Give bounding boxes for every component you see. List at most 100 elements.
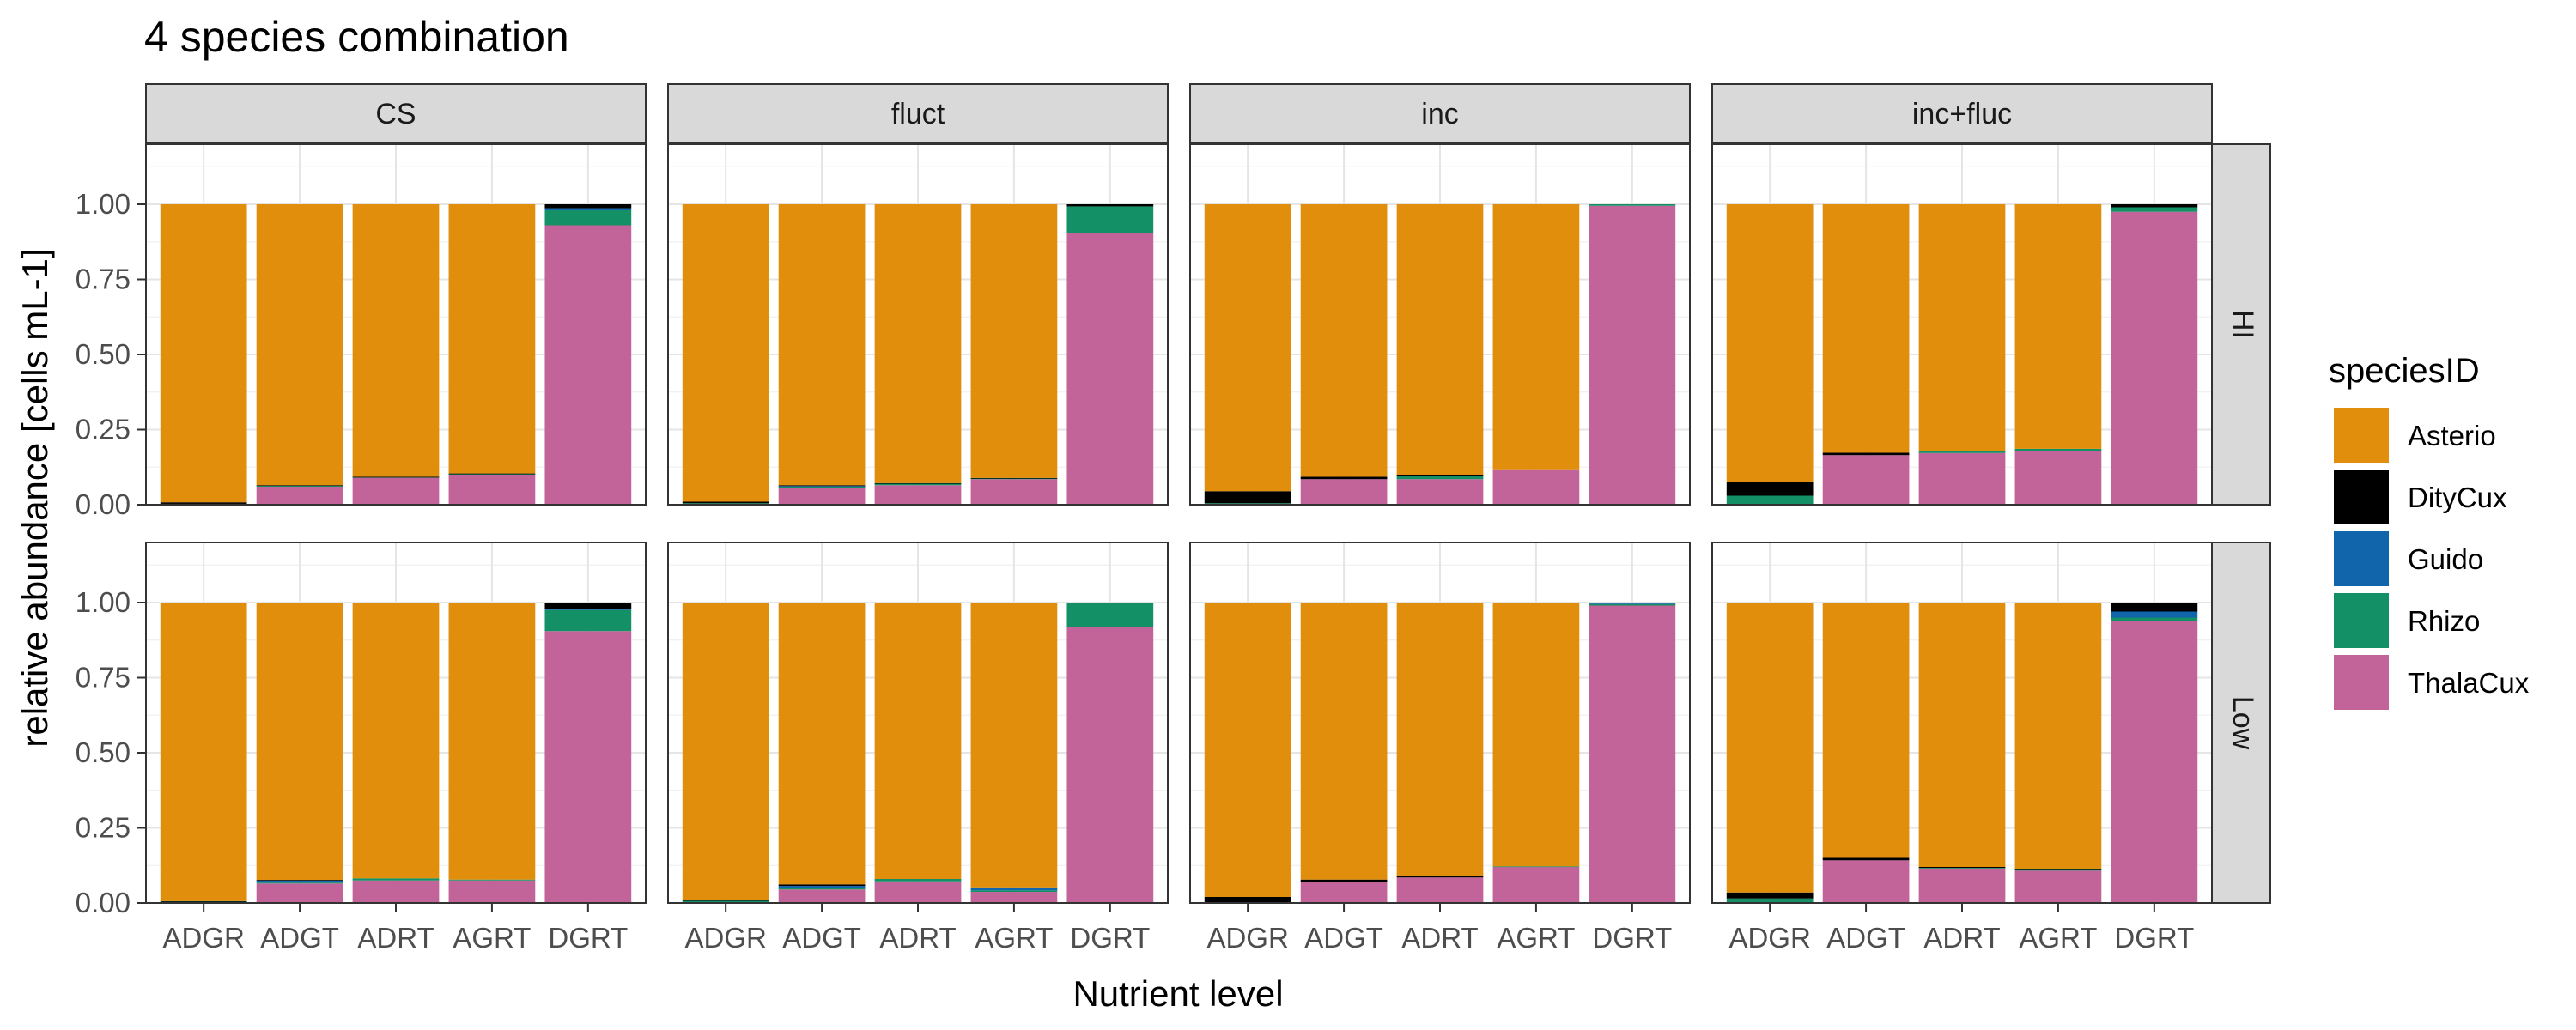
bar-segment-thalacux (778, 488, 866, 505)
bar-segment-ditycux (1822, 857, 1910, 861)
x-tick-label: DGRT (548, 922, 628, 954)
bar-segment-asterio (778, 204, 866, 486)
bar-segment-rhizo (1589, 603, 1676, 606)
y-tick-label: 0.25 (76, 812, 131, 844)
bar-segment-ditycux (1300, 476, 1388, 480)
legend-key-guido (2334, 531, 2389, 586)
x-tick-label: AGRT (2019, 922, 2097, 954)
panel-HI-inc (1189, 143, 1691, 506)
bar-segment-ditycux (778, 884, 866, 887)
panel-HI-fluct (667, 143, 1169, 506)
bar-segment-asterio (256, 603, 343, 881)
panel-border (145, 143, 647, 506)
bar-segment-guido (256, 880, 343, 883)
bar-segment-asterio (1300, 603, 1388, 880)
bar-segment-rhizo (1726, 495, 1814, 505)
bar-segment-rhizo (448, 473, 536, 475)
bar-segment-asterio (1918, 603, 2006, 867)
bar-segment-rhizo (256, 882, 343, 884)
bar-segment-ditycux (1396, 876, 1484, 878)
y-axis-title: relative abundance [cells mL-1] (15, 248, 55, 747)
bar-segment-ditycux (1204, 491, 1291, 504)
bar-segment-thalacux (352, 880, 440, 903)
bar-segment-asterio (352, 204, 440, 477)
bar-segment-asterio (160, 204, 247, 503)
bar-segment-rhizo (352, 878, 440, 881)
bar-segment-asterio (1396, 603, 1484, 876)
bar-segment-thalacux (1066, 627, 1154, 903)
facet-strip-Low (2211, 542, 2271, 904)
bar-segment-asterio (2014, 204, 2102, 449)
bar-segment-rhizo (2014, 869, 2102, 871)
bar-segment-ditycux (874, 482, 962, 484)
bar-segment-ditycux (1204, 897, 1291, 903)
panel-Low-inc (1189, 542, 1691, 904)
bar-segment-thalacux (2014, 451, 2102, 505)
bar-segment-ditycux (2111, 204, 2198, 208)
bar-segment-rhizo (778, 888, 866, 890)
legend-key-ditycux (2334, 470, 2389, 524)
bar-segment-asterio (970, 603, 1058, 888)
bar-segment-thalacux (970, 892, 1058, 903)
bar-segment-rhizo (1492, 866, 1580, 868)
bar-segment-asterio (1726, 603, 1814, 893)
bar-segment-thalacux (2111, 211, 2198, 505)
bar-segment-guido (778, 486, 866, 488)
bar-segment-thalacux (2014, 870, 2102, 903)
bar-segment-rhizo (1066, 603, 1154, 627)
bar-segment-ditycux (1396, 475, 1484, 476)
bar-segment-thalacux (1492, 469, 1580, 505)
bar-segment-ditycux (1300, 879, 1388, 882)
x-tick-label: ADGR (1728, 922, 1810, 954)
bar-segment-ditycux (1066, 204, 1154, 207)
bar-segment-asterio (2014, 603, 2102, 869)
bar-segment-thalacux (874, 881, 962, 903)
bar-segment-thalacux (1918, 452, 2006, 505)
y-tick-label: 0.00 (76, 887, 131, 918)
bar-segment-thalacux (1396, 877, 1484, 903)
bar-segment-rhizo (448, 879, 536, 881)
bar-segment-rhizo (2111, 617, 2198, 621)
bar-segment-thalacux (1589, 205, 1676, 505)
bar-segment-thalacux (1396, 479, 1484, 505)
x-tick-label: DGRT (2114, 922, 2194, 954)
bar-segment-asterio (1918, 204, 2006, 451)
facet-strip-fluct (667, 83, 1169, 143)
bar-segment-asterio (1822, 204, 1910, 453)
bar-segment-thalacux (1589, 605, 1676, 903)
bar-segment-asterio (448, 204, 536, 474)
bar-segment-guido (778, 886, 866, 888)
facet-strip-inc+fluc (1711, 83, 2213, 143)
x-tick-label: ADRT (1923, 922, 2000, 954)
bar-segment-rhizo (778, 487, 866, 488)
bar-segment-guido (544, 609, 632, 610)
facet-panels: CS fluct inc inc+fluc HI Low 0.00 0.25 0.50 0.75 1… (76, 83, 2271, 954)
y-tick-label: 0.00 (76, 488, 131, 520)
panel-Low-fluct (667, 542, 1169, 904)
legend-label: DityCux (2408, 482, 2507, 513)
panel-Low-CS (145, 542, 647, 904)
bar-segment-asterio (874, 603, 962, 879)
panel-border (667, 143, 1169, 506)
bar-segment-asterio (778, 603, 866, 885)
y-tick-label: 0.50 (76, 338, 131, 370)
x-tick-label: ADGR (1206, 922, 1288, 954)
x-tick-label: ADRT (357, 922, 434, 954)
legend-title: speciesID (2329, 352, 2480, 390)
bar-segment-guido (2111, 611, 2198, 618)
bar-segment-thalacux (352, 477, 440, 505)
bar-segment-ditycux (352, 476, 440, 478)
bar-segment-rhizo (1918, 868, 2006, 869)
x-tick-label: ADGT (1304, 922, 1383, 954)
facet-strip-label: CS (375, 98, 416, 130)
bar-segment-thalacux (1300, 479, 1388, 505)
bar-segment-rhizo (2111, 207, 2198, 212)
x-tick-label: AGRT (453, 922, 531, 954)
legend-label: Guido (2408, 543, 2483, 575)
bar-segment-rhizo (1918, 451, 2006, 453)
bar-segment-rhizo (874, 879, 962, 882)
bar-segment-thalacux (1822, 455, 1910, 505)
bar-segment-asterio (1726, 204, 1814, 482)
chart-title: 4 species combination (144, 13, 569, 61)
